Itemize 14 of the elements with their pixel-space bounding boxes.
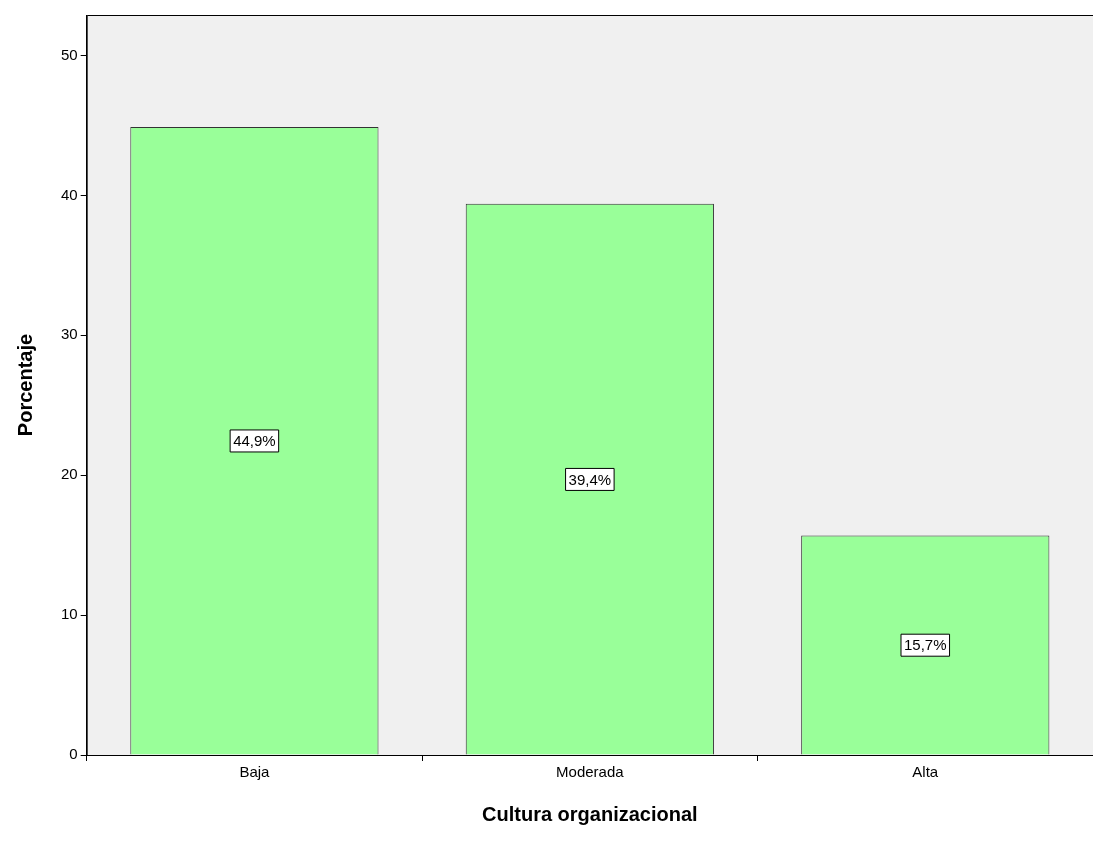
y-tick-label: 30	[61, 325, 78, 343]
x-axis-title: Cultura organizacional	[482, 802, 698, 825]
y-axis-title: Porcentaje	[13, 333, 36, 437]
data-label: 15,7%	[904, 636, 947, 654]
y-tick-label: 50	[61, 45, 78, 63]
y-tick-label: 20	[61, 465, 78, 483]
y-tick-label: 0	[69, 745, 78, 763]
x-tick-label: Alta	[912, 763, 939, 781]
y-tick-label: 10	[61, 605, 78, 623]
x-tick-label: Baja	[239, 763, 271, 781]
data-label: 39,4%	[568, 470, 612, 488]
x-tick-label: Moderada	[556, 763, 625, 781]
y-tick-label: 40	[61, 185, 78, 203]
data-label: 44,9%	[233, 432, 276, 450]
